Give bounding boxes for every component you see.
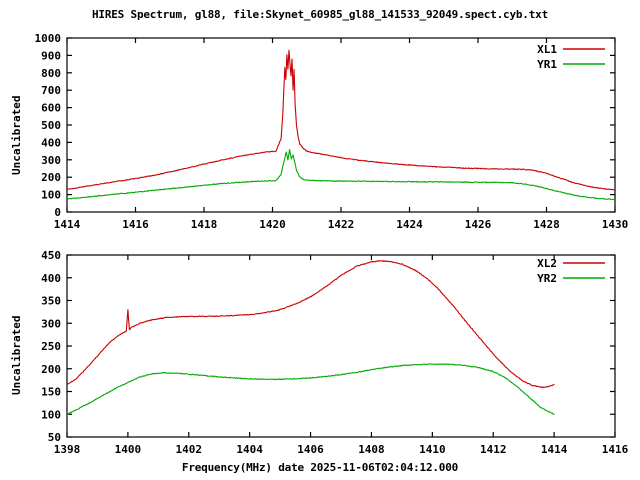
ytick-label: 250 (41, 340, 61, 353)
page-title: HIRES Spectrum, gl88, file:Skynet_60985_… (91, 8, 548, 21)
xtick-label: 1418 (191, 218, 218, 231)
xtick-label: 1408 (358, 443, 385, 456)
xtick-label: 1414 (54, 218, 81, 231)
legend-label-xl1: XL1 (537, 43, 557, 56)
ytick-label: 600 (41, 102, 61, 115)
series-line-yr2 (67, 363, 555, 415)
xtick-label: 1416 (602, 443, 629, 456)
xtick-label: 1402 (176, 443, 203, 456)
ytick-label: 350 (41, 295, 61, 308)
ytick-label: 800 (41, 67, 61, 80)
ytick-label: 1000 (35, 32, 62, 45)
legend-label-yr1: YR1 (537, 58, 557, 71)
ytick-label: 150 (41, 386, 61, 399)
xtick-label: 1422 (328, 218, 355, 231)
ytick-label: 900 (41, 49, 61, 62)
xtick-label: 1400 (115, 443, 142, 456)
ytick-label: 200 (41, 171, 61, 184)
xtick-label: 1424 (396, 218, 423, 231)
xtick-label: 1404 (236, 443, 263, 456)
xtick-label: 1412 (480, 443, 507, 456)
ytick-label: 400 (41, 136, 61, 149)
series-line-xl2 (67, 260, 555, 389)
xtick-label: 1420 (259, 218, 286, 231)
legend-label-yr2: YR2 (537, 272, 557, 285)
bottom-panel: 50 100 150 200 250 300 350 400 450 1398 1400 1402 14… (0, 235, 640, 460)
ytick-label: 200 (41, 363, 61, 376)
top-panel: 0 100 200 300 400 500 600 700 800 900 1000 1414 1416… (0, 0, 640, 235)
ytick-label: 300 (41, 154, 61, 167)
xtick-label: 1430 (602, 218, 629, 231)
bottom-panel-canvas: 50 100 150 200 250 300 350 400 450 1398 1400 1402 14… (41, 249, 629, 456)
ytick-label: 400 (41, 272, 61, 285)
ytick-label: 450 (41, 249, 61, 262)
xtick-label: 1428 (533, 218, 560, 231)
xtick-label: 1426 (465, 218, 492, 231)
series-line-yr1 (67, 149, 615, 201)
ytick-label: 700 (41, 84, 61, 97)
ytick-label: 100 (41, 408, 61, 421)
top-panel-canvas: 0 100 200 300 400 500 600 700 800 900 1000 1414 1416… (35, 32, 629, 231)
xtick-label: 1410 (419, 443, 446, 456)
xtick-label: 1414 (541, 443, 568, 456)
ytick-label: 500 (41, 119, 61, 132)
ytick-label: 300 (41, 317, 61, 330)
xtick-label: 1398 (54, 443, 81, 456)
ytick-label: 50 (48, 431, 61, 444)
ytick-label: 0 (54, 206, 61, 219)
legend-label-xl2: XL2 (537, 257, 557, 270)
ytick-label: 100 (41, 189, 61, 202)
xaxis-title: Frequency(MHz) date 2025-11-06T02:04:12.… (181, 461, 459, 474)
xtick-label: 1406 (297, 443, 324, 456)
xtick-label: 1416 (122, 218, 149, 231)
series-line-xl1 (67, 49, 615, 191)
